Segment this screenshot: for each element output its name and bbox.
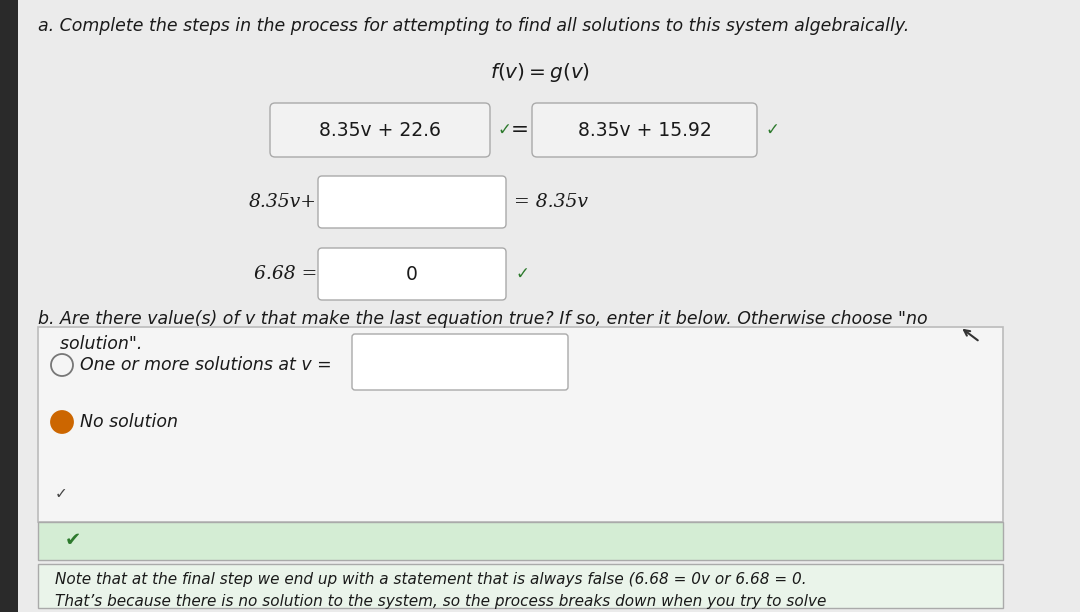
FancyBboxPatch shape	[352, 334, 568, 390]
Text: ✓: ✓	[498, 121, 512, 139]
FancyBboxPatch shape	[38, 327, 1003, 522]
Text: =: =	[511, 120, 529, 140]
FancyBboxPatch shape	[270, 103, 490, 157]
FancyBboxPatch shape	[38, 564, 1003, 608]
FancyBboxPatch shape	[318, 248, 507, 300]
Text: No solution: No solution	[80, 413, 178, 431]
Text: Note that at the final step we end up with a statement that is always false (6.6: Note that at the final step we end up wi…	[55, 572, 826, 612]
Text: 8.35v + 15.92: 8.35v + 15.92	[578, 121, 712, 140]
Text: ✓: ✓	[765, 121, 779, 139]
Circle shape	[51, 411, 73, 433]
Text: b. Are there value(s) of v that make the last equation true? If so, enter it bel: b. Are there value(s) of v that make the…	[38, 310, 928, 353]
Text: = 8.35v: = 8.35v	[514, 193, 588, 211]
FancyBboxPatch shape	[318, 176, 507, 228]
FancyBboxPatch shape	[18, 0, 1080, 612]
Text: One or more solutions at v =: One or more solutions at v =	[80, 356, 332, 374]
Text: a. Complete the steps in the process for attempting to find all solutions to thi: a. Complete the steps in the process for…	[38, 17, 909, 35]
FancyBboxPatch shape	[0, 0, 18, 612]
FancyBboxPatch shape	[532, 103, 757, 157]
Text: ✔: ✔	[65, 531, 81, 551]
Text: 0: 0	[406, 264, 418, 283]
Text: 6.68 =: 6.68 =	[254, 265, 318, 283]
Text: ✓: ✓	[55, 487, 68, 501]
Text: ✓: ✓	[515, 265, 529, 283]
Text: $f(v) = g(v)$: $f(v) = g(v)$	[490, 61, 590, 83]
FancyBboxPatch shape	[38, 522, 1003, 560]
Text: 8.35v + 22.6: 8.35v + 22.6	[319, 121, 441, 140]
Text: 8.35v+: 8.35v+	[249, 193, 318, 211]
